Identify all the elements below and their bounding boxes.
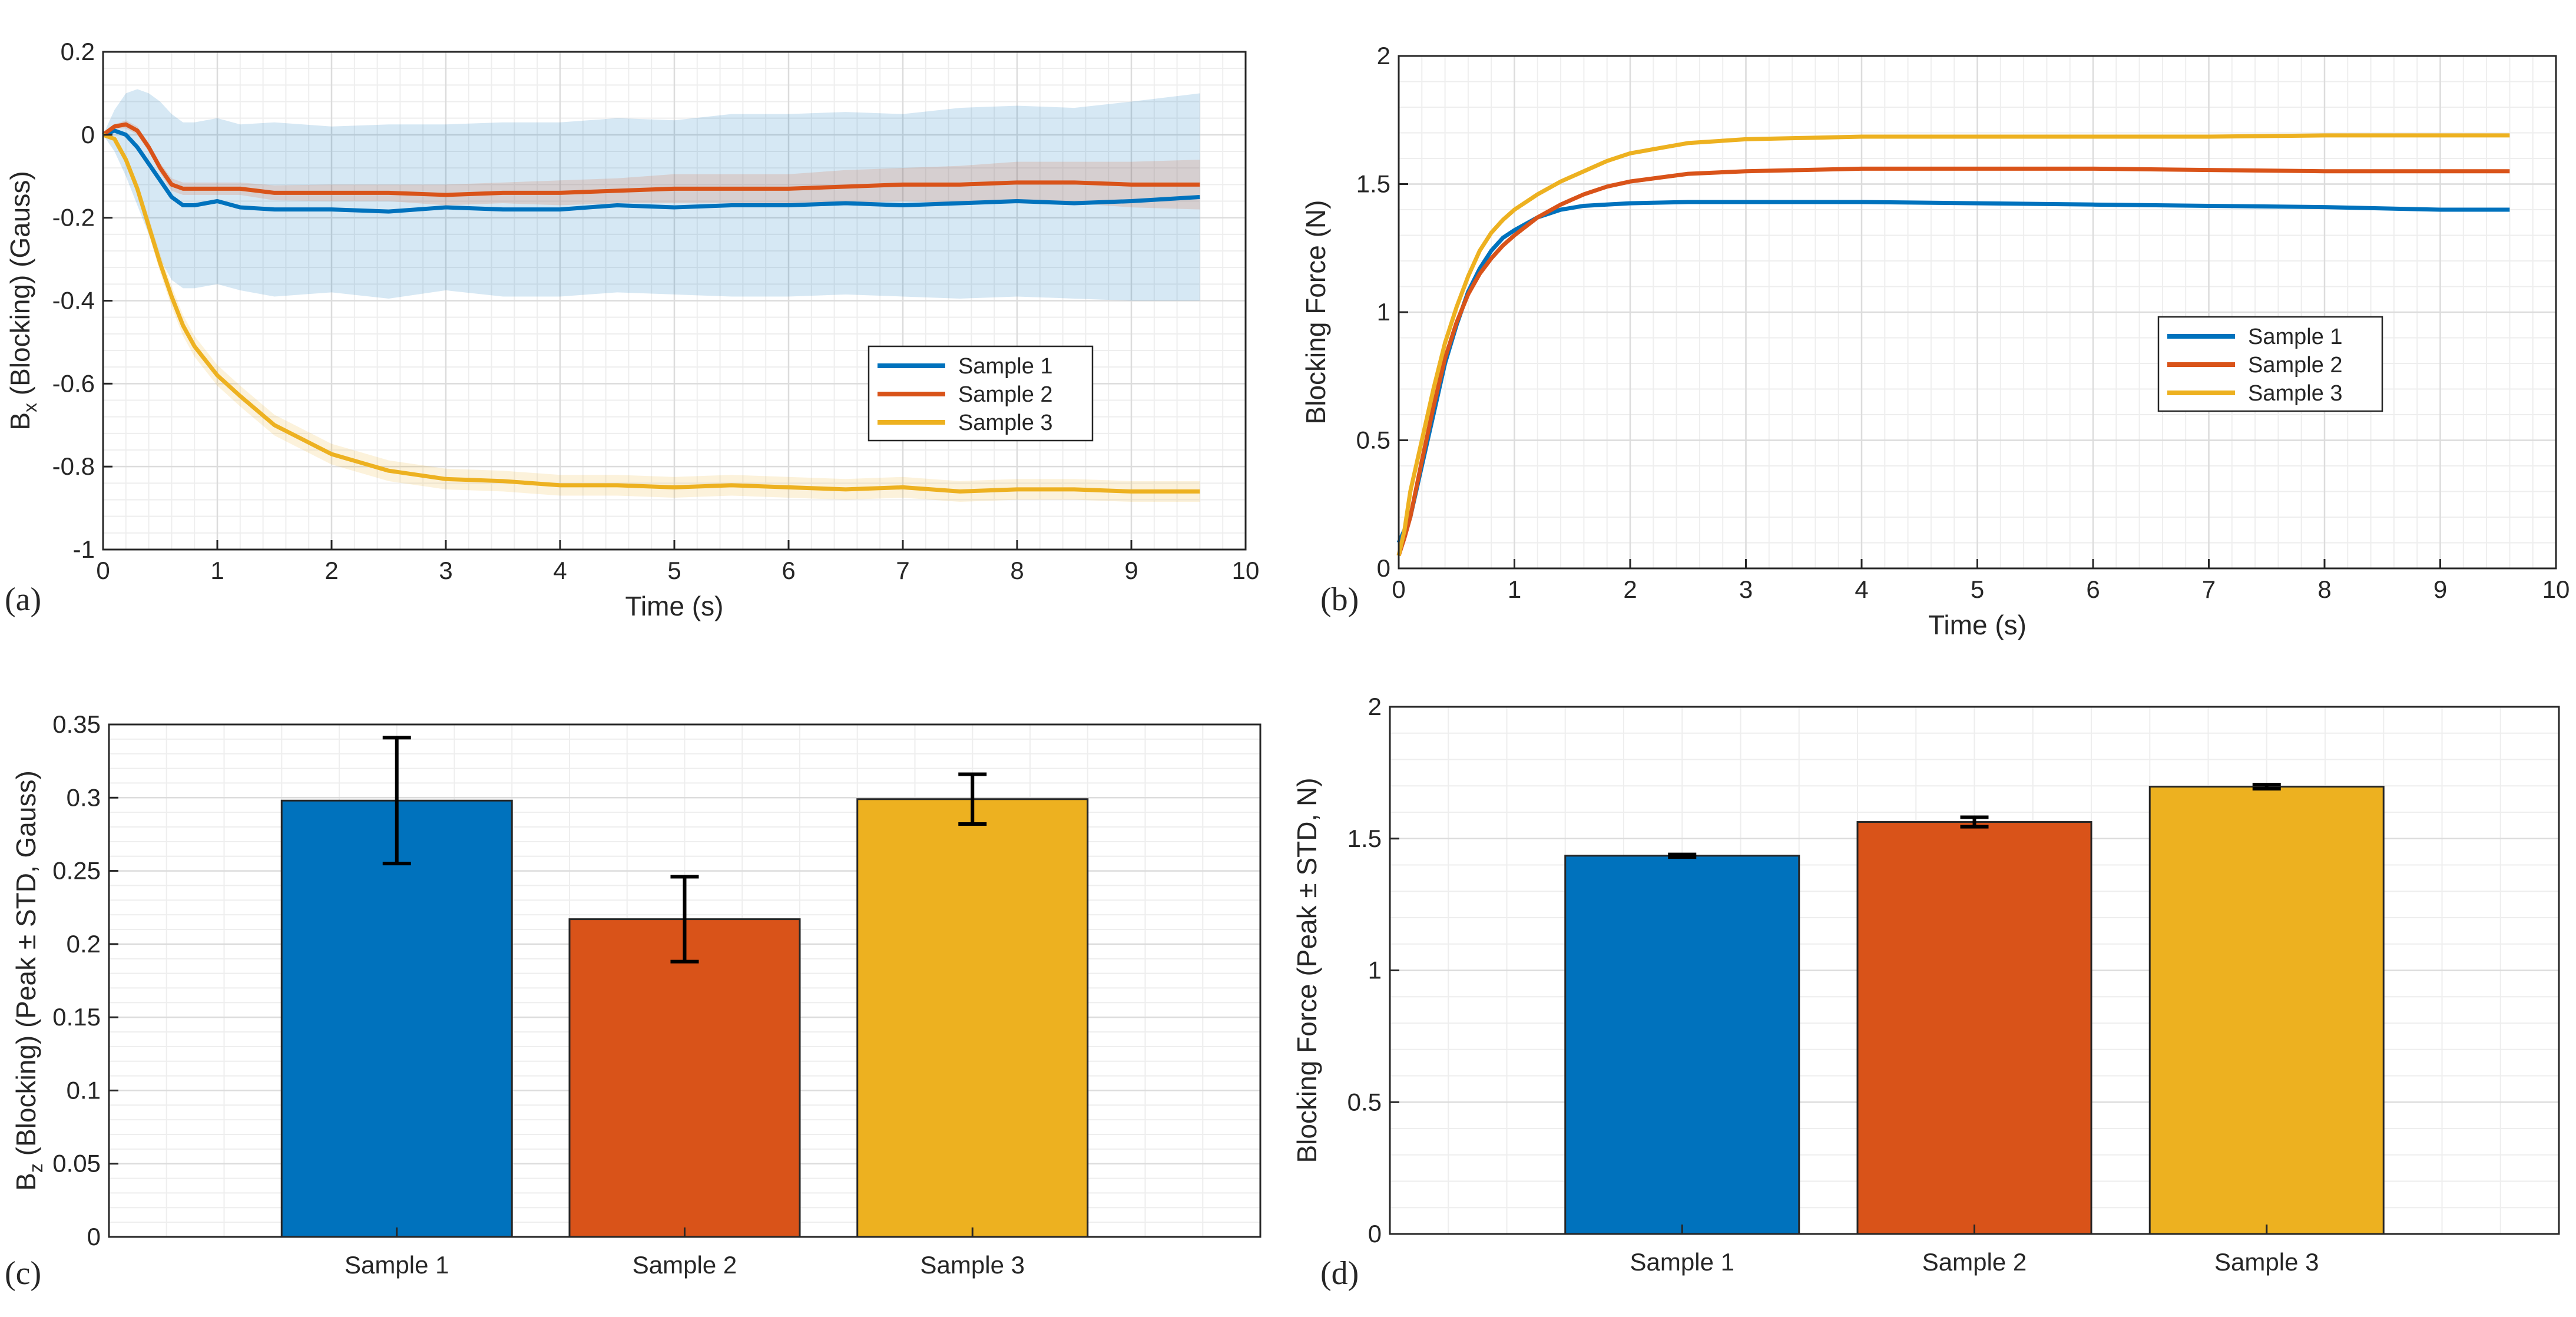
x-tick-label-3: Sample 3 xyxy=(921,1251,1025,1279)
y-axis-label: Blocking Force (N) xyxy=(1300,200,1331,425)
x-tick-label: 2 xyxy=(1623,575,1637,603)
y-tick-label: 0 xyxy=(87,1223,101,1250)
panel-label-c: (c) xyxy=(5,1255,41,1292)
y-tick-label: -1 xyxy=(73,535,95,563)
bar-3 xyxy=(2148,786,2385,1235)
chart-a: -1 -0.8 -0.6 -0.4 -0.2 0 0.2 0 1 2 3 4 5 6 7 8 9 10 Time (… xyxy=(5,38,1259,621)
chart-c: Sample 1 Sample 2 Sample 3 0 0.05 0.1 0.15 0.2 0… xyxy=(11,710,1261,1279)
legend-label-3: Sample 3 xyxy=(2248,381,2343,406)
y-axis-label: Bx (Blocking) (Gauss) xyxy=(5,171,41,430)
x-axis-label: Time (s) xyxy=(625,591,724,621)
bar-2 xyxy=(1856,821,2092,1235)
x-tick-label: 2 xyxy=(325,557,338,584)
x-tick-label-3: Sample 3 xyxy=(2214,1248,2319,1276)
y-tick-label: 1 xyxy=(1368,957,1382,984)
x-tick-label: 1 xyxy=(1508,575,1521,603)
legend-label-2: Sample 2 xyxy=(2248,353,2343,378)
x-tick-label: 10 xyxy=(1232,557,1260,584)
y-axis-label: Blocking Force (Peak ± STD, N) xyxy=(1292,777,1322,1163)
y-tick-label: 1.5 xyxy=(1356,170,1390,198)
x-tick-label-2: Sample 2 xyxy=(633,1251,737,1279)
legend-label-3: Sample 3 xyxy=(958,411,1053,435)
x-tick-label: 10 xyxy=(2542,575,2570,603)
series-line-1 xyxy=(102,128,1200,214)
y-tick-label: 0.2 xyxy=(67,930,101,958)
y-tick-label: 1 xyxy=(1377,298,1390,326)
panel-label-b: (b) xyxy=(1320,581,1359,618)
legend-label-1: Sample 1 xyxy=(2248,325,2343,349)
y-tick-label: 0 xyxy=(1377,554,1390,582)
x-tick-label: 8 xyxy=(1010,557,1024,584)
y-tick-label: 0 xyxy=(1368,1220,1382,1247)
y-tick-label: 0.05 xyxy=(52,1150,101,1177)
y-tick-label: 1.5 xyxy=(1347,825,1382,852)
axes-box xyxy=(108,723,1261,1238)
x-tick-label-2: Sample 2 xyxy=(1922,1248,2027,1276)
x-tick-label: 6 xyxy=(2086,575,2100,603)
bar-1 xyxy=(280,799,513,1238)
x-tick-label: 9 xyxy=(1124,557,1138,584)
x-tick-label: 0 xyxy=(96,557,110,584)
series-line-3 xyxy=(1396,133,2510,557)
y-tick-label: 0 xyxy=(81,121,95,148)
x-tick-label: 3 xyxy=(1739,575,1753,603)
panel-label-d: (d) xyxy=(1320,1255,1359,1292)
series-line-2 xyxy=(1396,166,2510,557)
x-tick-label: 3 xyxy=(439,557,452,584)
bar-1 xyxy=(1564,855,1800,1235)
chart-d: Sample 1 Sample 2 Sample 3 0 0.5 1 1.5 2 Blockin… xyxy=(1292,693,2560,1276)
y-tick-label: 0.5 xyxy=(1356,426,1390,454)
x-tick-label: 4 xyxy=(553,557,567,584)
series-band-2 xyxy=(103,120,1200,210)
legend-label-2: Sample 2 xyxy=(958,382,1053,407)
legend-label-1: Sample 1 xyxy=(958,354,1053,379)
y-tick-label: 0.3 xyxy=(67,783,101,811)
y-tick-label: 0.1 xyxy=(67,1076,101,1104)
x-tick-label: 5 xyxy=(1971,575,1984,603)
x-axis-label: Time (s) xyxy=(1928,610,2027,640)
y-tick-label: 0.25 xyxy=(52,857,101,885)
x-tick-label: 7 xyxy=(2202,575,2216,603)
x-tick-label: 0 xyxy=(1392,575,1405,603)
y-tick-label: 2 xyxy=(1377,42,1390,70)
x-tick-label: 8 xyxy=(2317,575,2331,603)
y-tick-label: 0.35 xyxy=(52,710,101,738)
x-tick-label: 6 xyxy=(782,557,795,584)
y-tick-label: 2 xyxy=(1368,693,1382,720)
y-tick-label: 0.15 xyxy=(52,1003,101,1031)
x-tick-label-1: Sample 1 xyxy=(345,1251,449,1279)
y-tick-label: -0.2 xyxy=(52,204,95,231)
x-tick-label: 9 xyxy=(2433,575,2447,603)
y-tick-label: 0.5 xyxy=(1347,1088,1382,1116)
x-tick-label: 5 xyxy=(667,557,681,584)
y-tick-label: -0.6 xyxy=(52,369,95,397)
chart-b: 0 0.5 1 1.5 2 0 1 2 3 4 5 6 7 8 9 10 Time (s) Blocking Fo… xyxy=(1300,42,2570,640)
series-line-2 xyxy=(101,122,1200,197)
bar-3 xyxy=(856,798,1089,1238)
x-tick-label-1: Sample 1 xyxy=(1630,1248,1734,1276)
x-tick-label: 4 xyxy=(1855,575,1868,603)
series-line-3 xyxy=(102,133,1200,494)
x-tick-label: 7 xyxy=(896,557,909,584)
panel-label-a: (a) xyxy=(5,581,41,618)
series-band-1 xyxy=(103,89,1200,301)
x-tick-label: 1 xyxy=(210,557,224,584)
y-tick-label: -0.4 xyxy=(52,287,95,315)
y-tick-label: 0.2 xyxy=(61,38,95,65)
y-tick-label: -0.8 xyxy=(52,452,95,480)
y-axis-label: Bz (Blocking) (Peak ± STD, Gauss) xyxy=(11,770,47,1191)
bar-2 xyxy=(568,918,801,1238)
